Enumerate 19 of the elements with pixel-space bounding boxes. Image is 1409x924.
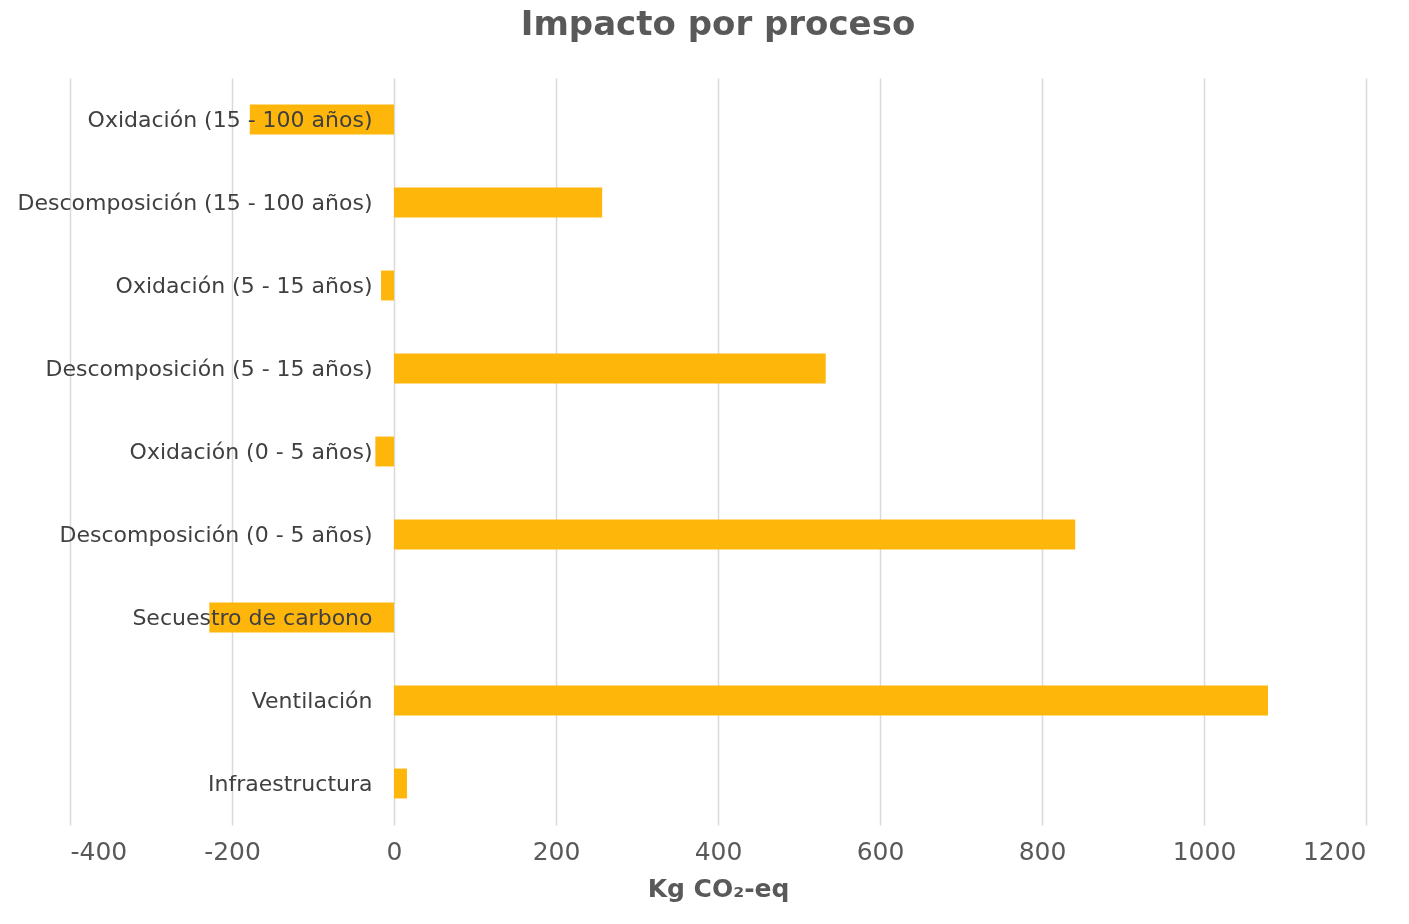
y-tick-label: Oxidación (5 - 15 años) bbox=[115, 272, 373, 298]
x-tick-label: 400 bbox=[694, 836, 743, 866]
y-tick-label: Oxidación (0 - 5 años) bbox=[129, 438, 373, 464]
y-tick-label: Descomposición (0 - 5 años) bbox=[59, 521, 373, 547]
x-tick-label: 1200 bbox=[1302, 836, 1367, 866]
y-tick-label: Infraestructura bbox=[207, 770, 373, 796]
x-tick-label: 0 bbox=[386, 836, 403, 866]
x-axis-title: Kg CO₂-eq bbox=[647, 873, 790, 903]
y-tick-label: Ventilación bbox=[251, 687, 373, 713]
y-tick-label: Descomposición (5 - 15 años) bbox=[45, 355, 373, 381]
x-tick-label: 600 bbox=[856, 836, 905, 866]
x-tick-label: -400 bbox=[70, 836, 128, 866]
y-tick-label: Descomposición (15 - 100 años) bbox=[17, 189, 373, 215]
y-tick-label: Oxidación (15 - 100 años) bbox=[87, 106, 373, 132]
x-tick-label: 1000 bbox=[1172, 836, 1237, 866]
x-tick-label: 800 bbox=[1018, 836, 1067, 866]
chart-title: Impacto por proceso bbox=[520, 3, 916, 43]
x-tick-label: 200 bbox=[532, 836, 581, 866]
x-tick-label: -200 bbox=[204, 836, 261, 866]
